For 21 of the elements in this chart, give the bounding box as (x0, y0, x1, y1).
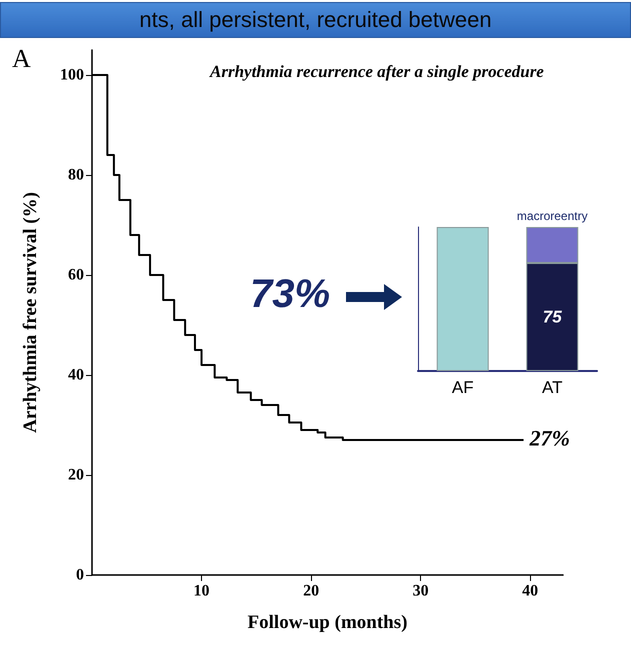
y-tick-label: 80 (68, 166, 84, 184)
y-axis-title: Arrhythmia free survival (%) (20, 192, 41, 433)
data-label: 75 (542, 308, 562, 326)
x-axis-title: Follow-up (months) (248, 612, 408, 633)
y-tick-label: 60 (68, 266, 84, 284)
series-label: macroreentry (516, 209, 588, 223)
text: nts, all persistent, recruited between (0, 2, 631, 38)
y-tick-label: 0 (76, 566, 84, 584)
x-tick-label: AF (452, 378, 474, 397)
x-tick-label: 10 (194, 582, 210, 600)
text: A (12, 44, 31, 74)
y-tick-label: 100 (60, 66, 84, 84)
y-tick-label: 20 (68, 466, 84, 484)
x-tick-label: 20 (303, 582, 320, 600)
annotation: 73% (250, 272, 330, 317)
text: Arrhythmia recurrence after a single procedure (209, 62, 544, 81)
annotation: 27% (528, 426, 570, 450)
x-tick-label: AT (542, 378, 562, 397)
x-tick-label: 30 (412, 582, 429, 600)
y-tick-label: 40 (68, 366, 84, 384)
x-tick-label: 40 (522, 582, 538, 600)
